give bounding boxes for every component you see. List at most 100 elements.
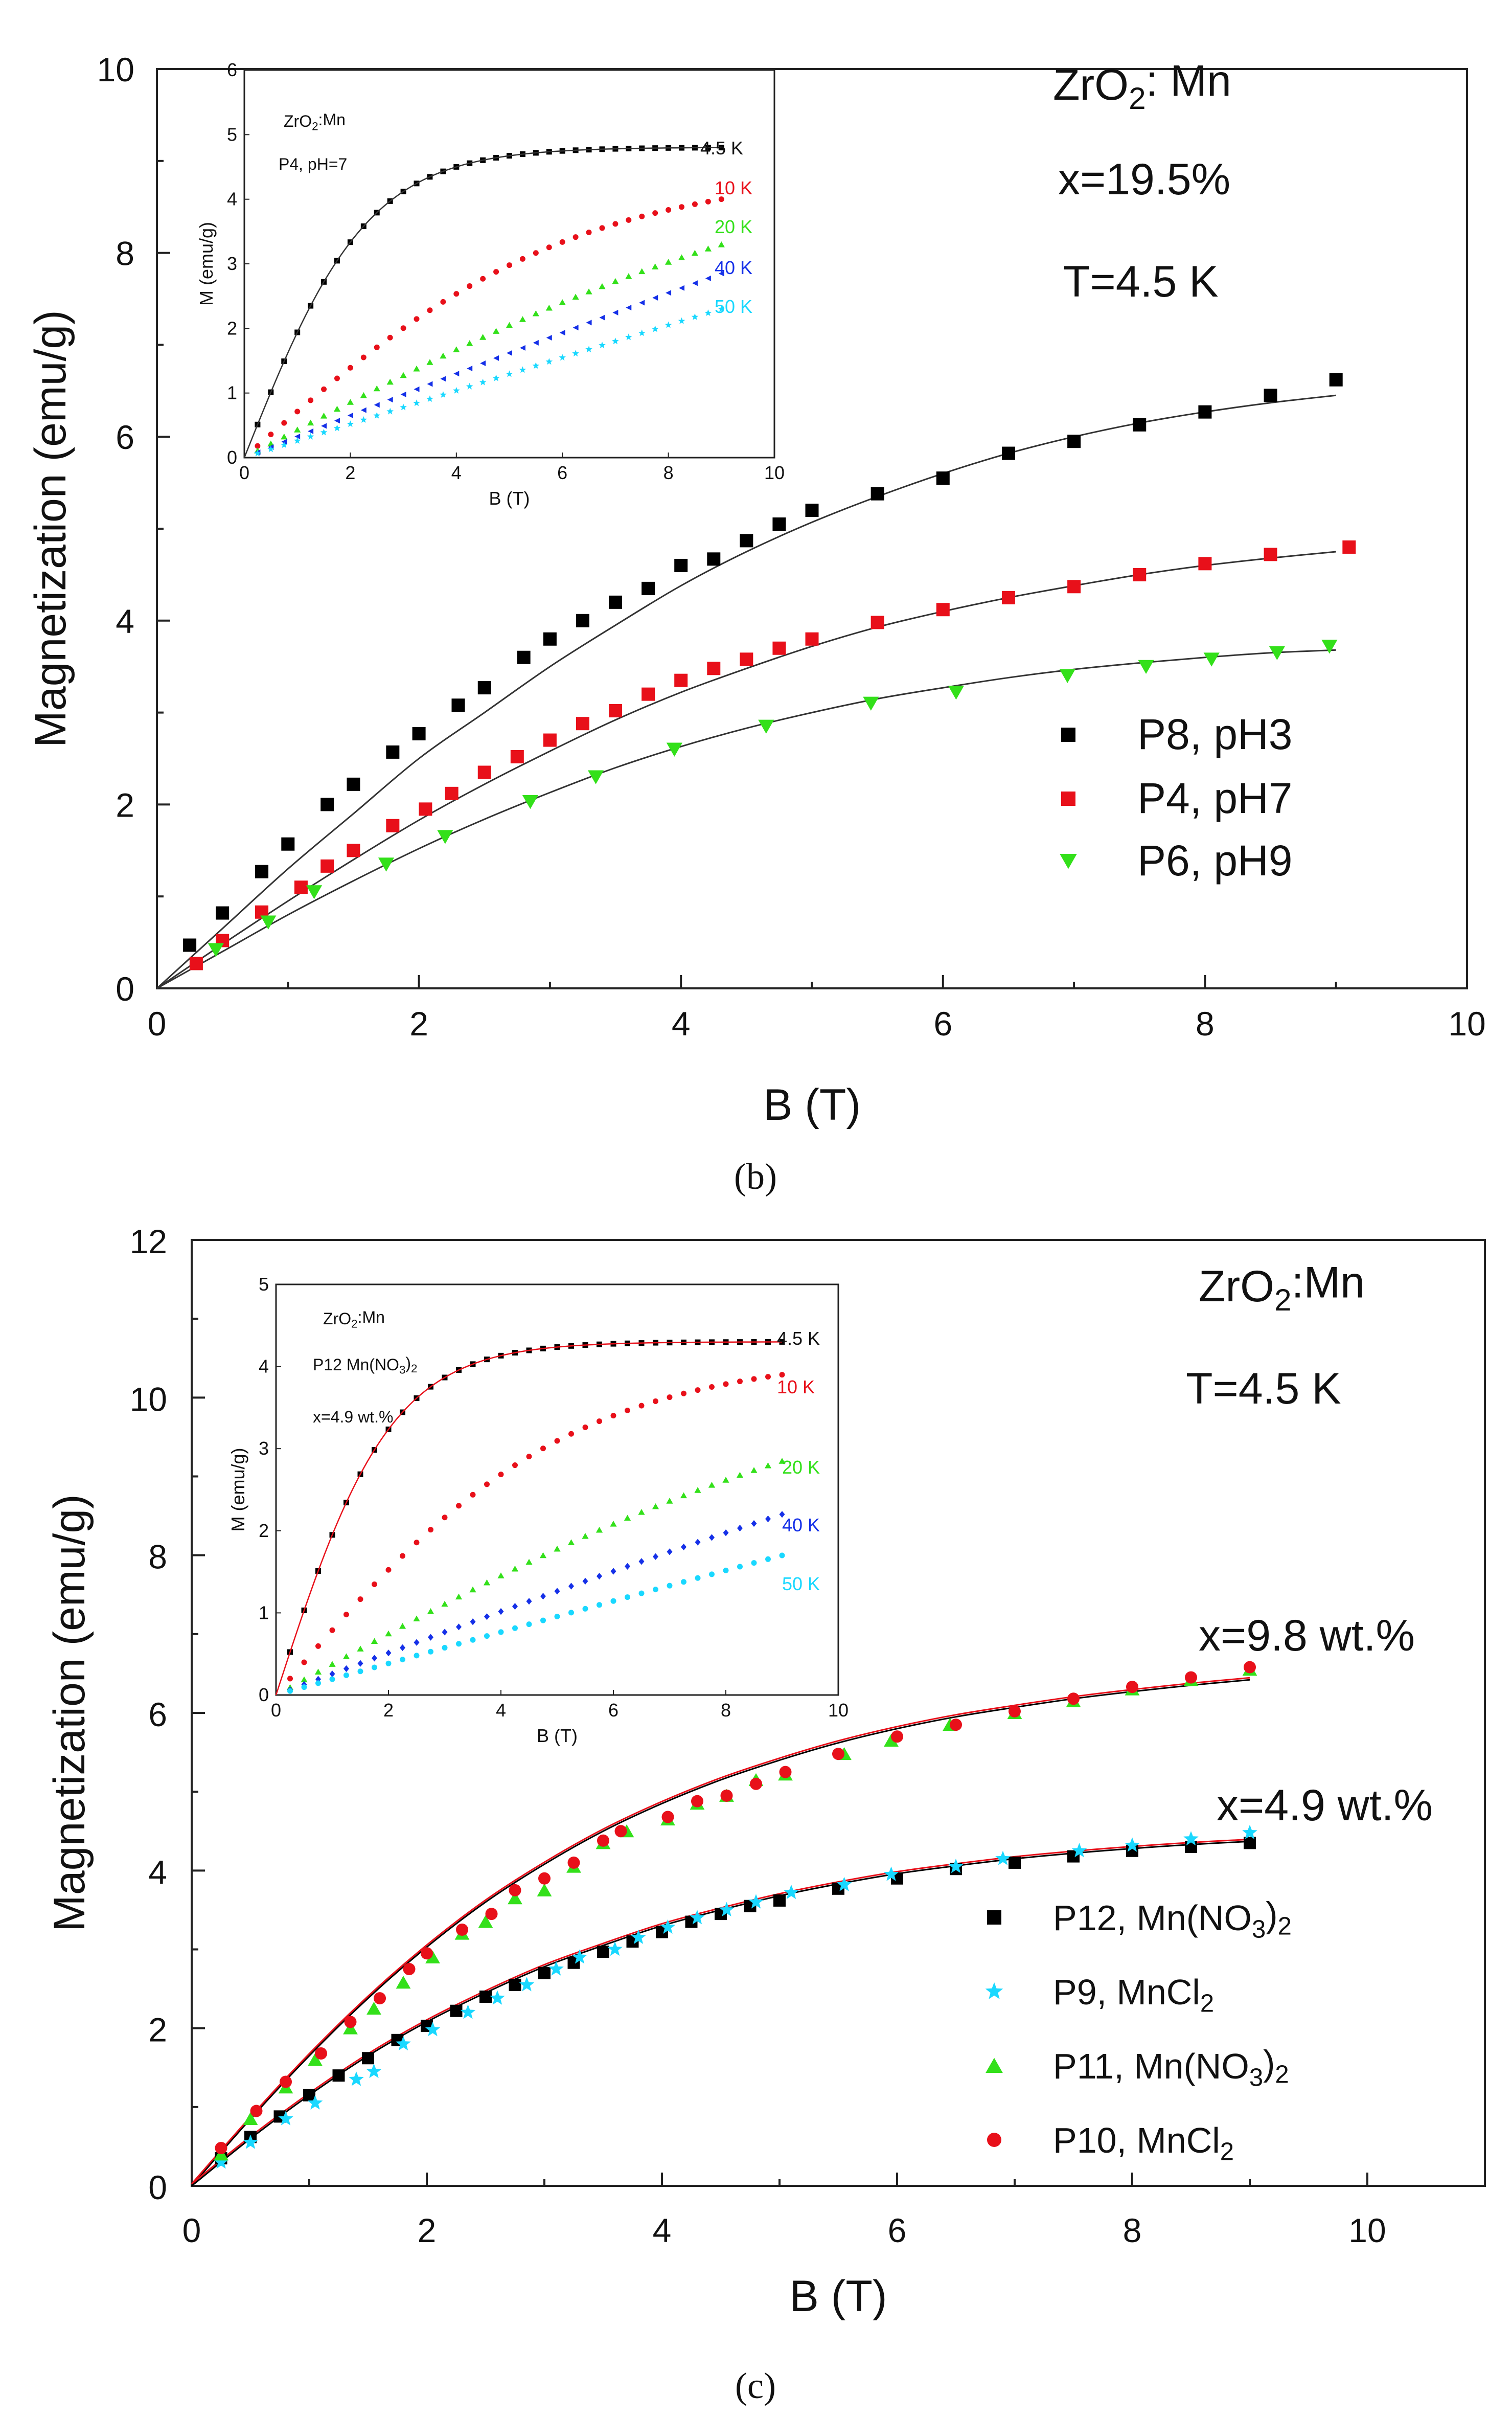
- subscript: 2: [312, 120, 318, 133]
- c-inset-series-20K: [286, 1458, 786, 1690]
- c-inset-point: [709, 1384, 715, 1390]
- b-inset-point: [308, 397, 314, 403]
- b-inset-x-tick-label: 8: [663, 462, 674, 483]
- b-x-tick-label: 10: [1448, 1005, 1485, 1043]
- c-inset-point: [695, 1387, 701, 1393]
- text-span: P11, Mn(NO: [1053, 2046, 1249, 2086]
- c-inset-point: [428, 1527, 433, 1533]
- c-y-axis-title: Magnetization (emu/g): [45, 1494, 94, 1932]
- b-data-point: [437, 830, 453, 844]
- b-inset-point: [427, 307, 433, 313]
- c-inset-point: [414, 1540, 420, 1546]
- c-inset-point: [357, 1645, 364, 1652]
- c-inset-point: [484, 1633, 490, 1639]
- c-inset-curve-label: 10 K: [777, 1376, 815, 1397]
- c-data-point: [690, 1910, 705, 1925]
- text-span: P9, MnCl: [1053, 1972, 1200, 2012]
- c-inset-point: [723, 1567, 729, 1573]
- c-data-point: [537, 1883, 552, 1896]
- c-inset-point: [287, 1676, 293, 1682]
- b-series-P8pH3: [183, 373, 1343, 952]
- b-inset-point: [625, 333, 632, 341]
- c-inset-point: [329, 1676, 335, 1682]
- c-inset-series-40K: [287, 1511, 785, 1693]
- c-data-point: [597, 1946, 609, 1958]
- c-inset-point: [526, 1621, 532, 1628]
- c-inset-point: [399, 1623, 406, 1629]
- c-inset-point: [414, 1653, 420, 1659]
- b-inset-point: [493, 355, 499, 361]
- b-inset-point: [651, 325, 659, 332]
- b-inset-point: [373, 385, 380, 392]
- c-inset-point: [695, 1575, 701, 1581]
- b-panel-label: (b): [734, 1156, 777, 1197]
- c-inset-point: [667, 1394, 673, 1400]
- b-data-point: [707, 662, 721, 675]
- c-data-point: [567, 1856, 580, 1869]
- c-data-point: [719, 1902, 735, 1916]
- b-inset-point: [692, 201, 698, 207]
- b-data-point: [1264, 389, 1277, 402]
- b-inset-point: [586, 230, 592, 236]
- c-inset-point: [511, 1565, 519, 1572]
- c-fit-line: [191, 1679, 1250, 2186]
- c-inset-point: [455, 1593, 463, 1600]
- c-x-tick-label: 2: [418, 2211, 437, 2249]
- c-series-P10MnCl2: [215, 1661, 1256, 2154]
- c-inset-point: [554, 1438, 560, 1444]
- c-data-point: [614, 1825, 627, 1838]
- c-inset-point: [469, 1586, 476, 1593]
- b-inset-y-tick-label: 1: [227, 382, 237, 403]
- b-inset-point: [506, 370, 513, 377]
- b-data-point: [510, 750, 524, 763]
- c-data-point: [773, 1894, 786, 1907]
- b-data-point: [1059, 669, 1075, 683]
- c-legend-marker: [985, 1982, 1003, 1999]
- b-inset-y-tick-label: 4: [227, 189, 237, 210]
- c-inset-point: [329, 1661, 336, 1667]
- b-inset-point: [307, 419, 314, 426]
- c-inset-point: [778, 1458, 786, 1464]
- c-inset-y-tick-label: 0: [259, 1684, 269, 1705]
- c-inset-x-tick-label: 10: [828, 1700, 849, 1721]
- b-inset-point: [545, 304, 553, 311]
- b-inset-point: [612, 221, 618, 227]
- text-span: ): [1266, 1895, 1277, 1935]
- text-span: P12 Mn(NO: [313, 1355, 399, 1374]
- b-inset-point: [414, 386, 420, 392]
- c-inset-point: [372, 1655, 377, 1662]
- text-span: :Mn: [318, 110, 346, 129]
- c-data-point: [456, 1923, 468, 1936]
- c-data-point: [374, 1992, 386, 2005]
- c-inset-point: [736, 1472, 744, 1478]
- c-inset-point: [301, 1659, 307, 1665]
- c-inset-series-10K: [287, 1372, 785, 1682]
- b-data-point: [1001, 446, 1015, 460]
- c-inset-point: [427, 1608, 434, 1614]
- c-inset-point: [512, 1603, 518, 1610]
- b-data-point: [281, 837, 295, 851]
- b-data-point: [576, 717, 589, 731]
- b-inset-point: [691, 313, 699, 320]
- b-inset-point: [492, 328, 500, 334]
- b-data-point: [1264, 548, 1277, 561]
- b-x-tick-label: 6: [933, 1005, 952, 1043]
- b-inset-point: [572, 293, 579, 300]
- b-inset-y-tick-label: 0: [227, 447, 237, 468]
- text-span: P12, Mn(NO: [1053, 1898, 1252, 1938]
- b-data-point: [674, 673, 688, 687]
- c-inset-fit-line: [275, 1341, 783, 1696]
- b-inset-y-tick-label: 6: [227, 59, 237, 80]
- c-data-point: [508, 1891, 522, 1905]
- b-data-point: [666, 742, 682, 757]
- subscript: 3: [1252, 1916, 1266, 1944]
- b-inset-point: [360, 407, 366, 413]
- c-inset-point: [779, 1552, 785, 1558]
- b-fit-line: [156, 394, 1336, 989]
- b-data-point: [870, 487, 884, 501]
- c-inset-point: [540, 1617, 546, 1623]
- c-data-point: [509, 1978, 521, 1991]
- c-inset-point: [765, 1515, 771, 1523]
- b-inset-y-tick-label: 2: [227, 318, 237, 338]
